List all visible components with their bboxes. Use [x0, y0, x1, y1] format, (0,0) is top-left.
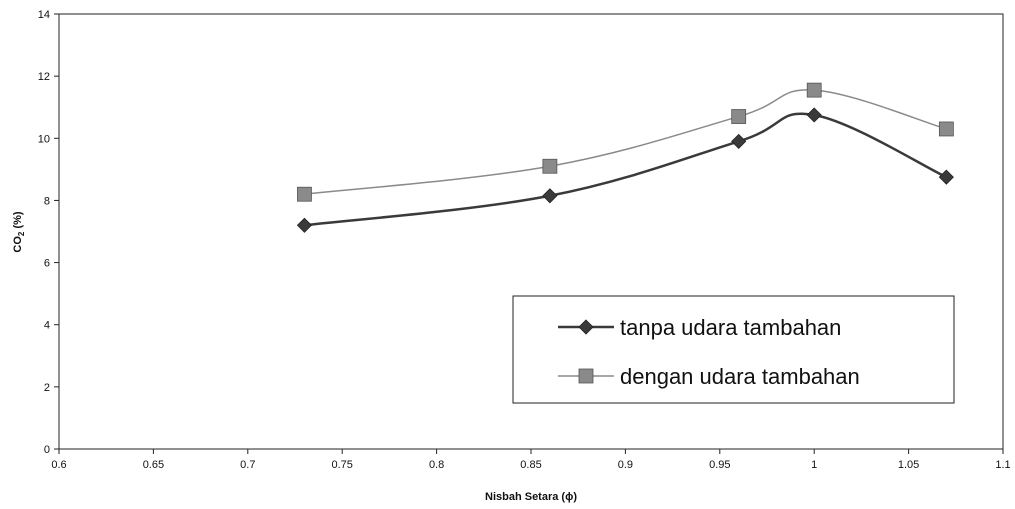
data-point-square [297, 186, 312, 202]
x-tick-label: 0.6 [51, 459, 66, 471]
y-tick-label: 12 [38, 71, 50, 83]
x-tick-label: 1.1 [995, 459, 1010, 471]
legend-box [512, 295, 955, 404]
y-tick-label: 2 [44, 382, 50, 394]
data-point-square [542, 158, 558, 174]
x-tick-label: 0.75 [331, 459, 352, 471]
x-tick-label: 0.95 [709, 459, 730, 471]
series-line-dengan-udara-tambahan [304, 89, 947, 195]
series-tanpa-udara-tambahan [296, 107, 954, 233]
legend-label-tanpa-udara-tambahan: tanpa udara tambahan [620, 315, 841, 340]
data-point-square [938, 121, 954, 137]
data-point-square [731, 109, 747, 124]
data-point-diamond [806, 107, 822, 123]
data-point-diamond [731, 133, 747, 149]
x-tick-label: 0.8 [429, 459, 444, 471]
x-tick-label: 0.65 [143, 459, 164, 471]
y-axis-title: CO2 (%) [12, 211, 26, 252]
x-axis-ticks: 0.6 0.65 0.7 0.75 0.8 0.85 0.9 0.95 1 1.05 1.1 [51, 449, 1011, 471]
y-axis-title-main: CO [12, 236, 24, 253]
y-tick-label: 6 [44, 258, 50, 270]
y-tick-label: 0 [44, 444, 50, 456]
data-point-diamond [296, 217, 313, 233]
y-axis-ticks: 0 2 4 6 8 10 12 14 [38, 9, 59, 456]
data-point-diamond [938, 169, 954, 185]
legend-label-dengan-udara-tambahan: dengan udara tambahan [620, 364, 860, 389]
data-point-diamond [542, 188, 558, 204]
series-dengan-udara-tambahan [297, 82, 954, 202]
y-tick-label: 4 [44, 320, 50, 332]
series-layer [296, 82, 954, 233]
y-tick-label: 8 [44, 195, 50, 207]
series-line-tanpa-udara-tambahan [304, 112, 947, 227]
y-tick-label: 14 [38, 9, 50, 21]
legend-marker-diamond-icon [578, 319, 594, 335]
legend: tanpa udara tambahan dengan udara tambah… [512, 295, 955, 404]
y-axis-title-rest: (%) [12, 211, 24, 232]
x-axis-title: Nisbah Setara (ϕ) [485, 491, 577, 503]
x-tick-label: 0.85 [520, 459, 541, 471]
y-tick-label: 10 [38, 133, 50, 145]
x-tick-label: 0.9 [618, 459, 633, 471]
data-point-square [806, 82, 822, 98]
x-tick-label: 1 [811, 459, 817, 471]
x-tick-label: 0.7 [240, 459, 255, 471]
y-axis-title-subscript: 2 [17, 231, 26, 236]
legend-marker-square-icon [578, 368, 594, 384]
x-tick-label: 1.05 [898, 459, 919, 471]
